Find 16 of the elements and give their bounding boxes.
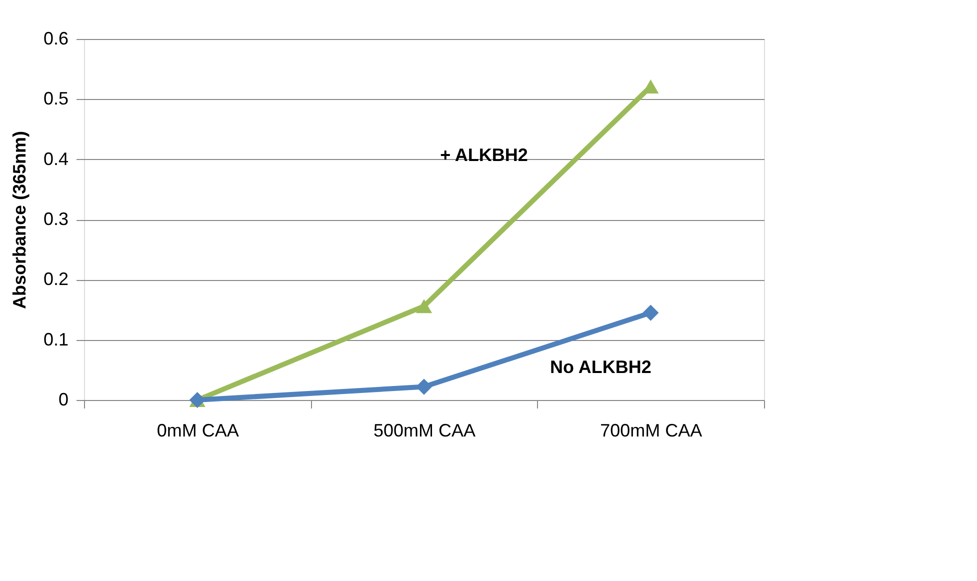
x-tick-label: 700mM CAA [600, 420, 702, 440]
y-tick-label: 0.4 [43, 148, 68, 169]
y-tick-label: 0.2 [43, 269, 68, 290]
point [416, 378, 432, 395]
y-tick-label: 0.6 [43, 28, 68, 48]
series-label: + ALKBH2 [440, 145, 528, 166]
y-tick-label: 0.5 [43, 88, 68, 109]
series-label: No ALKBH2 [550, 356, 652, 377]
point [416, 299, 432, 314]
y-tick-label: 0.3 [43, 209, 68, 229]
x-tick-label: 500mM CAA [373, 420, 476, 440]
y-tick-label: 0.1 [43, 329, 68, 350]
y-axis-title: Absorbance (365nm) [9, 130, 30, 310]
y-tick-label: 0 [58, 390, 68, 410]
x-tick-label: 0mM CAA [156, 420, 239, 440]
point [642, 304, 659, 321]
